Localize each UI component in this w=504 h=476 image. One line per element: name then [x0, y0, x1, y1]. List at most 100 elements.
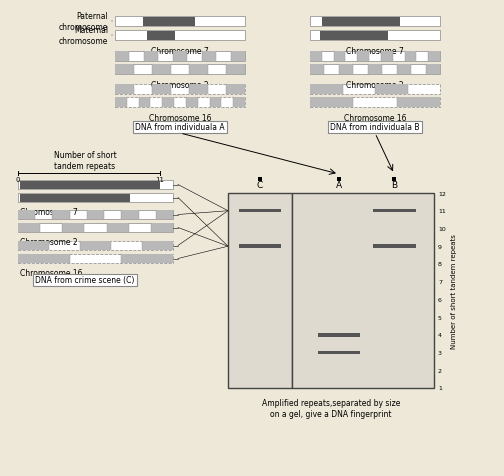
Bar: [202, 52, 216, 61]
Text: 4: 4: [438, 333, 442, 337]
Bar: [139, 98, 151, 108]
Text: 10: 10: [438, 227, 446, 231]
Bar: [322, 18, 400, 27]
Bar: [310, 85, 440, 95]
Bar: [392, 178, 396, 182]
Bar: [228, 194, 292, 388]
Bar: [226, 65, 245, 75]
Text: 8: 8: [438, 262, 442, 267]
Bar: [357, 52, 369, 61]
Text: 12: 12: [438, 191, 446, 196]
Text: Chromosome 7: Chromosome 7: [346, 47, 404, 56]
Bar: [18, 194, 173, 203]
Bar: [52, 211, 70, 219]
Bar: [320, 31, 388, 40]
Bar: [226, 85, 245, 95]
Text: Chromosome 2: Chromosome 2: [151, 81, 209, 90]
Text: 6: 6: [438, 297, 442, 302]
Bar: [310, 31, 440, 41]
Bar: [18, 224, 173, 232]
Bar: [233, 98, 245, 108]
Text: 5: 5: [438, 315, 442, 320]
Text: 0: 0: [16, 177, 20, 183]
Bar: [115, 31, 245, 41]
Bar: [162, 98, 174, 108]
Bar: [115, 52, 245, 62]
Bar: [62, 224, 85, 232]
Bar: [20, 194, 130, 202]
Bar: [152, 85, 171, 95]
Bar: [373, 209, 415, 213]
Bar: [428, 52, 440, 61]
Bar: [381, 52, 393, 61]
Bar: [310, 98, 440, 108]
Bar: [310, 85, 343, 95]
Bar: [310, 65, 440, 75]
Bar: [121, 255, 173, 263]
Bar: [156, 211, 173, 219]
Text: A: A: [336, 181, 342, 190]
Bar: [230, 52, 245, 61]
Bar: [375, 85, 408, 95]
Text: Number of short
tandem repeats: Number of short tandem repeats: [53, 151, 116, 170]
Bar: [115, 52, 130, 61]
Bar: [405, 52, 416, 61]
Bar: [190, 65, 208, 75]
Bar: [258, 178, 262, 182]
Bar: [397, 65, 411, 75]
Bar: [18, 255, 70, 263]
Bar: [18, 180, 173, 189]
Bar: [425, 65, 440, 75]
Bar: [310, 65, 325, 75]
Bar: [373, 245, 415, 248]
Bar: [339, 65, 353, 75]
Bar: [87, 211, 104, 219]
Bar: [152, 65, 171, 75]
Bar: [20, 181, 160, 189]
Bar: [115, 65, 245, 75]
Text: Paternal
chromosome: Paternal chromosome: [58, 12, 108, 31]
Text: 9: 9: [438, 244, 442, 249]
Bar: [337, 178, 341, 182]
Text: DNA from individuala B: DNA from individuala B: [330, 123, 420, 132]
Bar: [144, 52, 158, 61]
Text: Number of short tandem repeats: Number of short tandem repeats: [451, 234, 457, 348]
Text: 11: 11: [438, 209, 446, 214]
Bar: [18, 211, 35, 219]
Bar: [115, 65, 134, 75]
Bar: [106, 224, 129, 232]
Text: Chromosome 7: Chromosome 7: [20, 208, 78, 217]
Text: Chromosome 2: Chromosome 2: [20, 238, 78, 247]
Bar: [18, 255, 173, 263]
Bar: [115, 17, 245, 27]
Text: 2: 2: [438, 368, 442, 373]
Bar: [147, 31, 175, 40]
Bar: [310, 52, 322, 61]
Text: Maternal
chromosome: Maternal chromosome: [58, 26, 108, 46]
Bar: [368, 65, 382, 75]
Bar: [115, 98, 127, 108]
Text: B: B: [391, 181, 397, 190]
Bar: [318, 351, 360, 355]
Bar: [210, 98, 221, 108]
Bar: [292, 194, 434, 388]
Bar: [310, 52, 440, 62]
Bar: [143, 18, 195, 27]
Bar: [310, 98, 353, 108]
Bar: [115, 85, 245, 95]
Bar: [18, 242, 49, 250]
Text: 1: 1: [438, 386, 442, 391]
Text: C: C: [257, 181, 263, 190]
Text: Chromosome 16: Chromosome 16: [149, 114, 211, 123]
Bar: [310, 17, 440, 27]
Bar: [239, 245, 281, 248]
Bar: [18, 241, 173, 250]
Text: 7: 7: [438, 279, 442, 285]
Bar: [334, 52, 345, 61]
Text: 11: 11: [156, 177, 164, 183]
Bar: [190, 85, 208, 95]
Text: Chromosome 16: Chromosome 16: [20, 268, 83, 278]
Text: DNA from crime scene (C): DNA from crime scene (C): [35, 276, 135, 285]
Bar: [186, 98, 198, 108]
Text: Amplified repeats,separated by size
on a gel, give a DNA fingerprint: Amplified repeats,separated by size on a…: [262, 398, 400, 418]
